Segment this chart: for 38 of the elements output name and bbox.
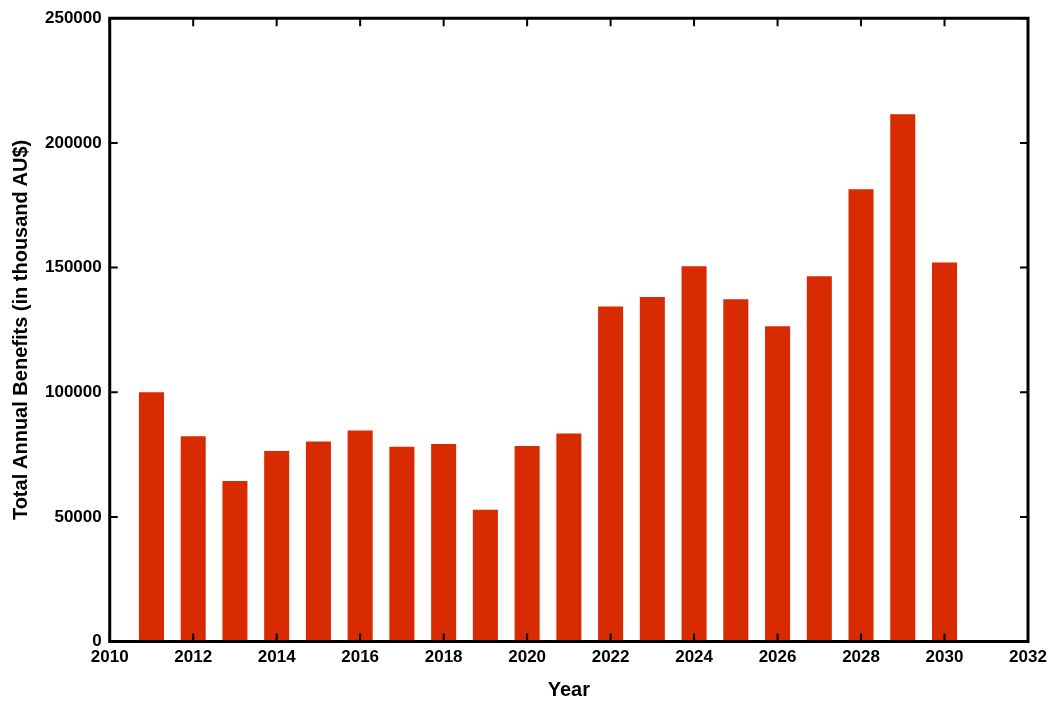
bar bbox=[389, 446, 415, 642]
y-tick-label: 200000 bbox=[44, 132, 102, 152]
x-tick-label: 2026 bbox=[758, 647, 797, 667]
bar bbox=[431, 444, 457, 642]
bar bbox=[932, 262, 958, 642]
bar bbox=[598, 306, 624, 642]
bar bbox=[264, 451, 290, 642]
y-tick-label: 100000 bbox=[44, 381, 102, 401]
bar bbox=[472, 509, 498, 642]
bar bbox=[305, 441, 331, 642]
bar bbox=[514, 446, 540, 642]
bar bbox=[222, 481, 248, 642]
bar bbox=[347, 430, 373, 642]
x-tick-label: 2014 bbox=[257, 647, 297, 667]
x-tick-label: 2016 bbox=[341, 647, 380, 667]
y-axis-title: Total Annual Benefits (in thousand AU$) bbox=[8, 139, 31, 521]
bar bbox=[890, 114, 916, 642]
bar bbox=[848, 189, 874, 642]
bar bbox=[639, 296, 665, 642]
x-tick-label: 2028 bbox=[842, 647, 880, 667]
x-tick-label: 2032 bbox=[1009, 647, 1047, 667]
y-tick-label: 50000 bbox=[54, 506, 102, 526]
bar bbox=[723, 299, 749, 642]
x-tick-label: 2012 bbox=[174, 647, 213, 667]
bar bbox=[138, 392, 164, 642]
bar bbox=[681, 266, 707, 642]
bar bbox=[765, 326, 791, 642]
x-tick-label: 2020 bbox=[508, 647, 547, 667]
x-tick-label: 2024 bbox=[675, 647, 714, 667]
y-tick-label: 250000 bbox=[44, 7, 102, 27]
x-axis-title: Year bbox=[547, 677, 591, 700]
bar bbox=[806, 276, 832, 642]
x-tick-label: 2030 bbox=[925, 647, 964, 667]
x-tick-label: 2022 bbox=[591, 647, 630, 667]
y-tick-label: 150000 bbox=[44, 257, 102, 277]
bar bbox=[556, 433, 582, 642]
bar bbox=[180, 436, 206, 642]
x-tick-label: 2018 bbox=[424, 647, 463, 667]
